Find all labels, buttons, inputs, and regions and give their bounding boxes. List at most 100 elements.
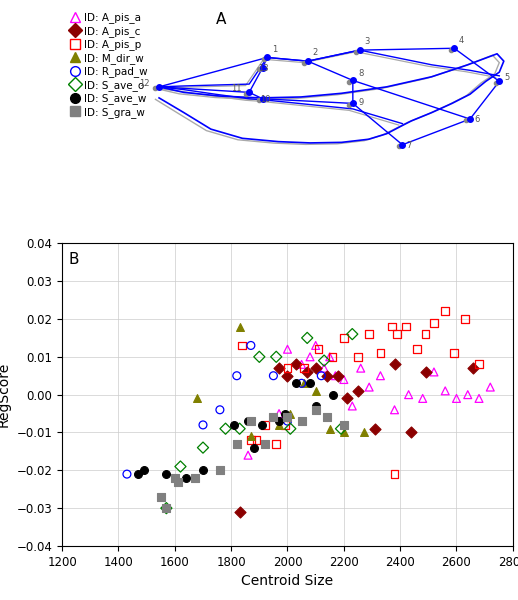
Point — [283, 344, 292, 354]
Point — [238, 341, 247, 350]
Point — [354, 386, 362, 395]
Point — [182, 473, 190, 482]
Point — [300, 379, 309, 388]
Point — [475, 394, 483, 403]
Point — [252, 435, 261, 445]
Point — [320, 356, 328, 365]
Point — [162, 469, 170, 479]
Text: 12: 12 — [139, 79, 149, 88]
Point — [441, 386, 450, 395]
Point — [275, 364, 283, 373]
Text: 5: 5 — [505, 73, 510, 82]
Point — [340, 420, 348, 430]
Point — [269, 413, 278, 422]
Point — [261, 420, 269, 430]
Point — [255, 352, 264, 362]
Point — [311, 386, 320, 395]
Point — [283, 364, 292, 373]
Point — [401, 322, 410, 331]
Point — [340, 375, 348, 385]
Point — [297, 379, 306, 388]
Point — [286, 409, 294, 418]
Point — [323, 413, 331, 422]
Point — [162, 503, 170, 513]
Text: A: A — [215, 11, 226, 26]
Point — [233, 439, 241, 449]
Y-axis label: RegScore: RegScore — [0, 362, 11, 427]
Point — [376, 348, 384, 358]
Point — [281, 420, 289, 430]
Point — [328, 352, 337, 362]
Point — [342, 394, 351, 403]
Text: B: B — [69, 253, 79, 268]
Text: 11: 11 — [231, 84, 242, 93]
Text: 8: 8 — [358, 69, 364, 78]
Text: 1: 1 — [272, 45, 277, 54]
Point — [306, 352, 314, 362]
Point — [283, 413, 292, 422]
Text: 9: 9 — [358, 98, 364, 107]
Point — [320, 364, 328, 373]
Point — [123, 469, 131, 479]
Point — [171, 473, 179, 482]
Point — [317, 371, 325, 380]
Point — [275, 409, 283, 418]
Point — [247, 416, 255, 426]
Point — [303, 333, 311, 343]
Point — [441, 307, 450, 316]
Point — [156, 492, 165, 502]
Point — [244, 416, 252, 426]
Text: 7: 7 — [406, 141, 411, 150]
Point — [461, 314, 469, 324]
Point — [323, 371, 331, 380]
Point — [421, 329, 429, 339]
Point — [283, 371, 292, 380]
Point — [300, 364, 309, 373]
Point — [371, 424, 379, 434]
Point — [486, 382, 495, 392]
Point — [244, 451, 252, 460]
Point — [331, 371, 339, 380]
Point — [233, 371, 241, 380]
Point — [337, 424, 345, 434]
Point — [365, 382, 373, 392]
Point — [430, 367, 438, 377]
Point — [430, 318, 438, 328]
Point — [272, 439, 280, 449]
Point — [258, 420, 266, 430]
Point — [328, 390, 337, 400]
Point — [391, 359, 399, 369]
Point — [275, 416, 283, 426]
Point — [419, 394, 427, 403]
Point — [464, 390, 472, 400]
Point — [393, 329, 401, 339]
Point — [311, 364, 320, 373]
Point — [236, 322, 244, 331]
Point — [230, 420, 238, 430]
Point — [340, 333, 348, 343]
Point — [247, 435, 255, 445]
Point — [391, 469, 399, 479]
Point — [311, 401, 320, 411]
Text: 13: 13 — [258, 64, 269, 73]
Text: 6: 6 — [474, 115, 480, 124]
Point — [413, 344, 421, 354]
Point — [405, 390, 413, 400]
Point — [391, 405, 399, 415]
Point — [297, 359, 306, 369]
Point — [193, 394, 202, 403]
Point — [281, 409, 289, 418]
Point — [306, 379, 314, 388]
Point — [236, 424, 244, 434]
Point — [334, 371, 342, 380]
Point — [348, 329, 356, 339]
Point — [199, 420, 207, 430]
Point — [450, 348, 458, 358]
Point — [292, 379, 300, 388]
Text: 2: 2 — [312, 49, 318, 58]
Point — [303, 367, 311, 377]
Point — [356, 364, 365, 373]
Point — [376, 371, 384, 380]
Point — [407, 428, 415, 437]
Point — [359, 428, 368, 437]
